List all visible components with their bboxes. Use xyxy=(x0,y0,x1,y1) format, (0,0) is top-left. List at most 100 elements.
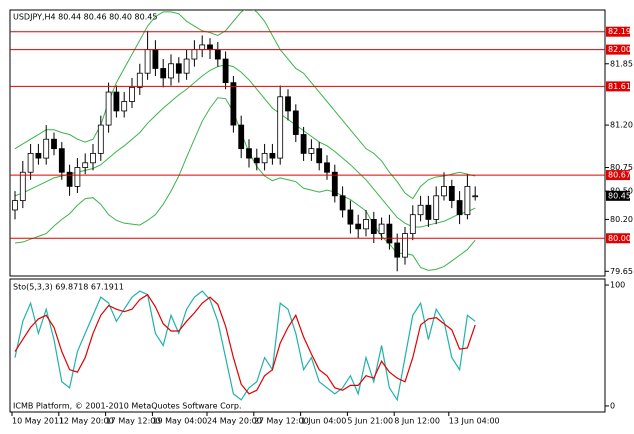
candle-body xyxy=(121,101,128,112)
candle-body xyxy=(308,148,315,154)
chart-title: USDJPY,H4 80.44 80.46 80.40 80.45 xyxy=(13,13,157,22)
level-label: 82.00 xyxy=(608,45,631,54)
stoch-line xyxy=(14,290,476,402)
level-label: 82.19 xyxy=(608,27,631,36)
candle-body xyxy=(316,148,323,164)
candle-body xyxy=(207,44,213,51)
level-label: 81.61 xyxy=(608,82,631,91)
y-tick-label: 79.65 xyxy=(610,267,633,276)
candle-body xyxy=(370,219,377,234)
candle-body xyxy=(12,200,18,211)
candle-body xyxy=(35,152,42,159)
last-price-label: 80.45 xyxy=(608,191,631,200)
y-tick-label: 80.20 xyxy=(610,215,633,224)
candle-body xyxy=(113,91,120,112)
candle-body xyxy=(339,195,346,211)
candle-body xyxy=(472,195,479,198)
candle-body xyxy=(394,242,401,258)
candle-body xyxy=(324,162,330,173)
candle-body xyxy=(175,63,182,74)
candle-body xyxy=(58,148,65,173)
candle-body xyxy=(464,185,471,216)
y-tick-label: 100 xyxy=(610,281,625,290)
candle-body xyxy=(386,223,393,244)
stoch-panel xyxy=(9,278,606,413)
candle-body xyxy=(230,82,237,126)
y-tick-label: 0 xyxy=(610,401,615,410)
main-panel xyxy=(9,9,606,277)
band-line xyxy=(14,10,476,200)
candle-body xyxy=(417,204,424,216)
candle-body xyxy=(363,219,369,230)
candle-body xyxy=(425,204,432,220)
last-price-tag xyxy=(606,190,630,201)
x-tick-label: 12 May 20:00 xyxy=(59,417,114,426)
level-label: 80.67 xyxy=(608,171,631,180)
x-tick-label: 13 Jun 04:00 xyxy=(449,417,500,426)
candle-body xyxy=(347,209,354,225)
candle-body xyxy=(253,157,260,164)
candle-body xyxy=(246,148,252,159)
candle-body xyxy=(183,58,190,74)
candle-body xyxy=(74,167,81,187)
candle-body xyxy=(97,124,104,154)
candle-body xyxy=(433,195,440,220)
candle-body xyxy=(144,49,151,74)
candle-body xyxy=(136,72,143,88)
x-tick-label: 10 May 2011 xyxy=(12,417,64,426)
candle-body xyxy=(355,223,362,230)
candle-body xyxy=(409,214,416,234)
candle-body xyxy=(90,152,96,164)
y-tick-label: 81.85 xyxy=(610,59,633,68)
candle-body xyxy=(402,233,408,258)
candle-body xyxy=(292,110,299,135)
y-tick-label: 80.75 xyxy=(610,163,633,172)
stoch-title: Sto(5,3,3) 69.8718 67.1911 xyxy=(13,283,124,292)
candle-body xyxy=(129,86,135,102)
footer: ICMB Platform, © 2001-2010 MetaQuotes So… xyxy=(13,402,242,411)
candle-body xyxy=(160,68,167,79)
candle-body xyxy=(168,63,174,79)
x-tick-label: 27 May 12:00 xyxy=(254,417,309,426)
stoch-line xyxy=(14,293,476,395)
candle-body xyxy=(199,44,206,51)
candle-body xyxy=(378,223,385,234)
x-tick-label: 17 May 12:00 xyxy=(106,417,161,426)
y-tick-label: 81.20 xyxy=(610,121,633,130)
candle-body xyxy=(261,152,268,164)
level-tag xyxy=(606,81,630,92)
x-tick-label: 1 Jun 04:00 xyxy=(301,417,347,426)
x-tick-label: 19 May 04:00 xyxy=(152,417,207,426)
x-tick-label: 24 May 20:00 xyxy=(207,417,262,426)
stoch-plot xyxy=(14,290,476,402)
candle-body xyxy=(331,171,338,197)
candle-body xyxy=(51,138,57,150)
candle-body xyxy=(43,138,50,159)
candle-body xyxy=(300,134,307,154)
band-line xyxy=(14,64,476,228)
level-label: 80.00 xyxy=(608,234,631,243)
candle-body xyxy=(269,152,276,159)
candle-body xyxy=(285,96,291,112)
candle-body xyxy=(214,49,221,60)
candle-body xyxy=(152,49,159,69)
level-tag xyxy=(606,26,630,37)
level-tag xyxy=(606,44,630,55)
main-plot xyxy=(12,10,479,272)
level-tag xyxy=(606,170,630,181)
level-tag xyxy=(606,233,630,244)
x-tick-label: 5 Jun 21:00 xyxy=(347,417,393,426)
candle-body xyxy=(105,91,112,126)
candle-body xyxy=(222,58,229,84)
candle-body xyxy=(82,162,89,168)
candle-body xyxy=(441,185,447,197)
candle-body xyxy=(19,171,26,201)
candle-body xyxy=(191,49,198,60)
candle-body xyxy=(448,185,455,201)
candle-body xyxy=(27,152,34,173)
candle-body xyxy=(277,96,284,159)
candle-body xyxy=(238,124,245,150)
candle-body xyxy=(66,171,73,187)
x-tick-label: 8 Jun 12:00 xyxy=(394,417,440,426)
